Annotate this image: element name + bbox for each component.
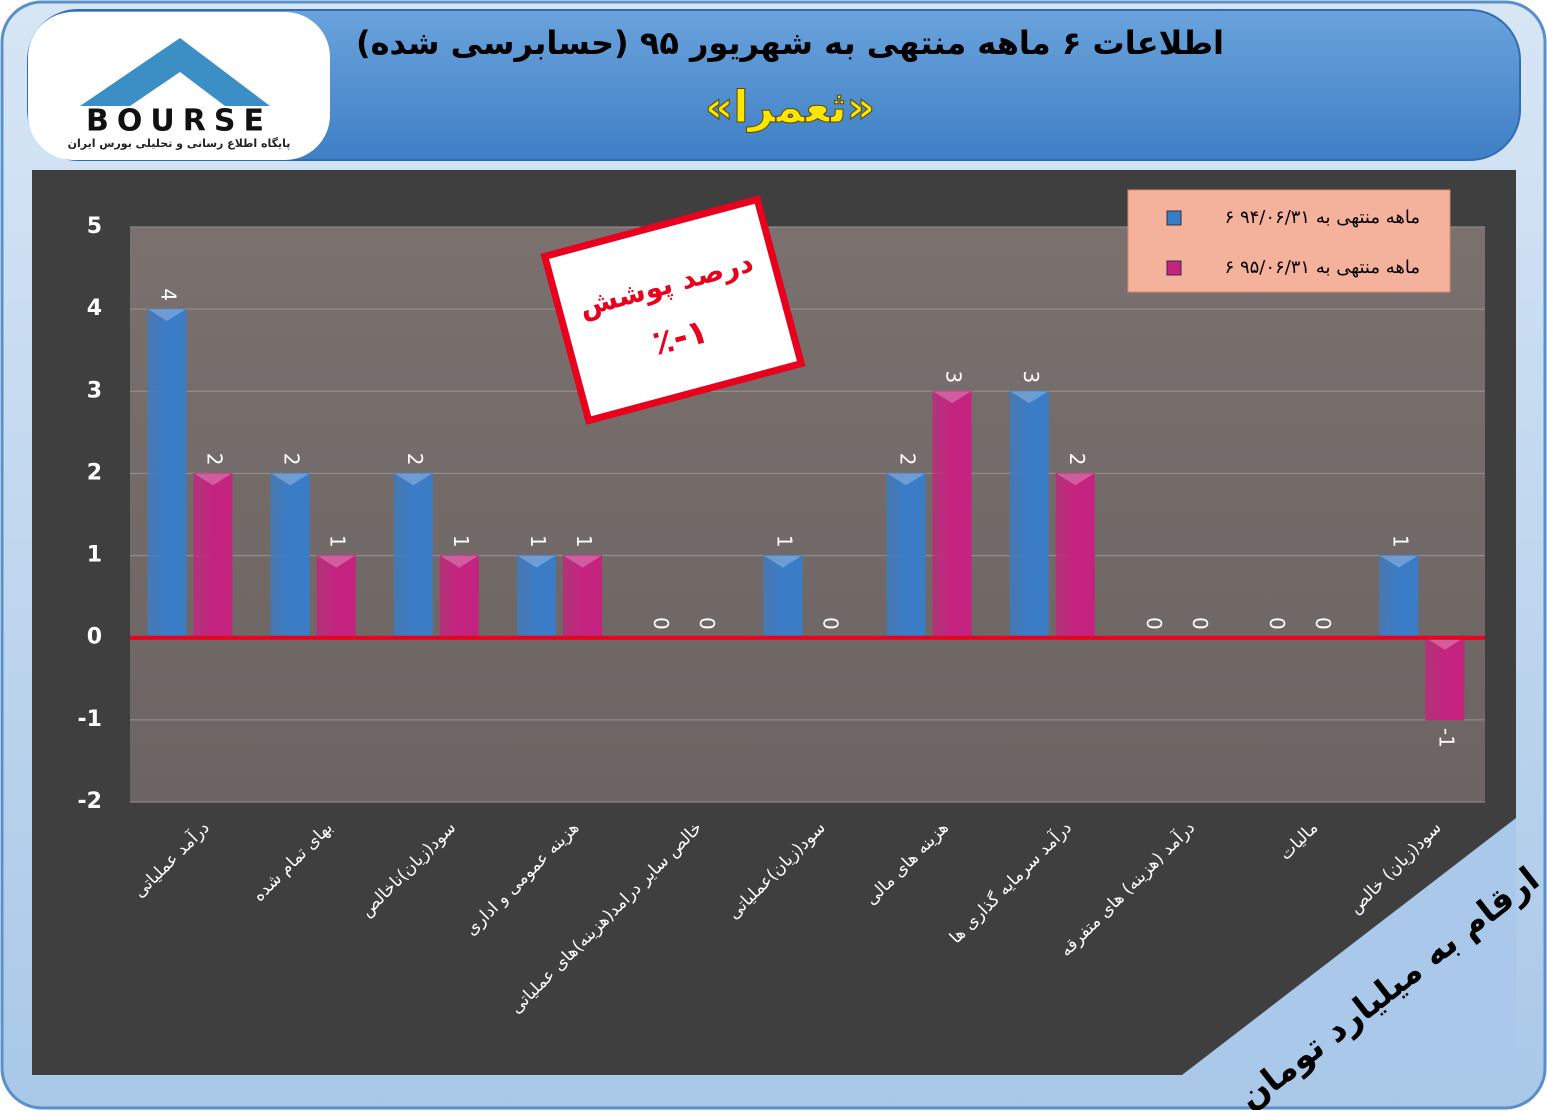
bar: [1425, 637, 1465, 721]
y-tick-label: 0: [87, 625, 102, 650]
bar: [763, 555, 803, 639]
bar: [439, 555, 479, 639]
data-label: 0: [818, 617, 842, 630]
data-label: 1: [572, 535, 596, 548]
data-label: 0: [1265, 617, 1289, 630]
bar-cap: [1056, 473, 1095, 486]
legend-swatch: [1166, 260, 1182, 276]
coverage-badge: درصد پوشش ٪-۱: [540, 195, 806, 425]
data-label: 2: [1065, 453, 1089, 466]
bar-cap: [763, 555, 802, 568]
data-label: 3: [942, 371, 966, 384]
logo-shape: [130, 72, 225, 106]
data-label: 0: [1188, 617, 1212, 630]
bar: [517, 555, 557, 639]
data-label: 2: [203, 453, 227, 466]
bar: [1379, 555, 1419, 639]
bar-cap: [148, 309, 186, 322]
bar: [393, 472, 433, 639]
y-tick-label: 2: [87, 460, 102, 485]
legend-box: [1127, 189, 1451, 293]
data-label: 4: [157, 288, 181, 301]
data-label: 1: [1388, 535, 1412, 548]
bar-cap: [517, 555, 556, 568]
bar-cap: [317, 555, 356, 568]
data-label: 0: [1311, 617, 1335, 630]
bar: [270, 472, 310, 639]
bar-cap: [1010, 391, 1049, 404]
data-label: 0: [695, 617, 719, 630]
bar-cap: [933, 391, 972, 404]
data-label: 2: [896, 453, 920, 466]
y-tick-label: 1: [87, 543, 102, 568]
legend-label: ۶ ماهه منتهی به ۹۴/۰۶/۳۱: [1225, 207, 1420, 228]
note-triangle: [1182, 818, 1516, 1075]
bar: [1055, 472, 1095, 639]
y-tick-label: 3: [87, 378, 102, 403]
data-label: 0: [1142, 617, 1166, 630]
bar: [147, 308, 187, 639]
chart-title: اطلاعات ۶ ماهه منتهی به شهریور ۹۵ (حسابر…: [356, 24, 1224, 62]
badge-box: [540, 195, 806, 425]
logo-text: BOURSE: [86, 104, 272, 139]
bar-cap: [887, 473, 926, 486]
legend-swatch: [1166, 210, 1182, 226]
y-tick-label: 5: [87, 214, 102, 239]
bar-cap: [271, 473, 310, 486]
bar-cap: [1379, 555, 1418, 568]
plot-area: [130, 227, 1485, 802]
y-tick-label: -2: [78, 789, 102, 814]
data-label: 0: [649, 617, 673, 630]
bar-cap: [1425, 637, 1464, 650]
data-label: 1: [772, 535, 796, 548]
y-tick-label: -1: [78, 707, 102, 732]
y-tick-label: 4: [87, 296, 102, 321]
data-label: 1: [449, 535, 473, 548]
logo-caption: پایگاه اطلاع رسانی و تحلیلی بورس ایران: [68, 137, 291, 150]
bar: [193, 472, 233, 639]
logo-shape: [80, 38, 270, 106]
bar: [886, 472, 926, 639]
bar: [1009, 390, 1049, 639]
data-label: -1: [1434, 728, 1458, 748]
data-label: 2: [403, 453, 427, 466]
bar-cap: [563, 555, 602, 568]
bar-cap: [394, 473, 433, 486]
chart-subtitle: «ثعمرا»: [705, 82, 875, 133]
data-label: 2: [280, 453, 304, 466]
bar: [563, 555, 603, 639]
data-label: 1: [526, 535, 550, 548]
bar-cap: [194, 473, 232, 486]
bar: [316, 555, 356, 639]
data-label: 3: [1019, 371, 1043, 384]
legend-label: ۶ ماهه منتهی به ۹۵/۰۶/۳۱: [1225, 257, 1420, 278]
bar-cap: [440, 555, 479, 568]
data-label: 1: [326, 535, 350, 548]
bar: [932, 390, 972, 639]
